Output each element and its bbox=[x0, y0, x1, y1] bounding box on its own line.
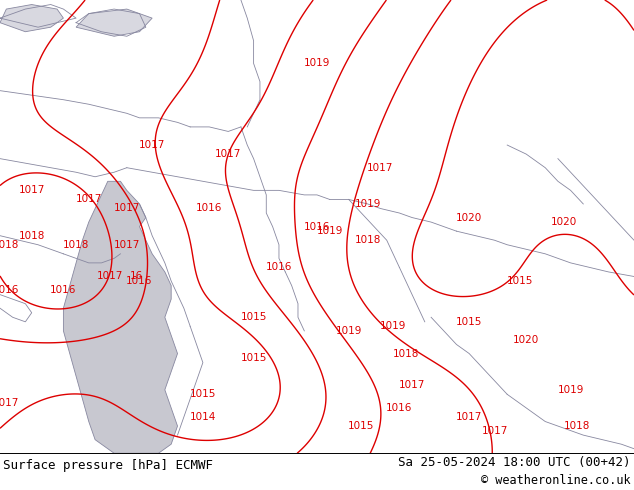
Polygon shape bbox=[0, 4, 63, 32]
Text: 1018: 1018 bbox=[392, 348, 419, 359]
Text: 1018: 1018 bbox=[63, 240, 89, 250]
Text: 1017: 1017 bbox=[215, 149, 242, 159]
Text: 1016: 1016 bbox=[304, 221, 330, 232]
Text: 1019: 1019 bbox=[380, 321, 406, 331]
Text: 1017: 1017 bbox=[139, 140, 165, 150]
Text: Surface pressure [hPa] ECMWF: Surface pressure [hPa] ECMWF bbox=[3, 459, 213, 472]
Text: 1020: 1020 bbox=[456, 213, 482, 222]
Text: © weatheronline.co.uk: © weatheronline.co.uk bbox=[481, 474, 631, 487]
Text: 16: 16 bbox=[130, 271, 143, 281]
Text: 1015: 1015 bbox=[348, 421, 375, 431]
Text: 1016: 1016 bbox=[386, 403, 413, 413]
Text: 1018: 1018 bbox=[354, 235, 381, 245]
Text: 1017: 1017 bbox=[113, 240, 140, 250]
Text: 1015: 1015 bbox=[456, 317, 482, 327]
Polygon shape bbox=[76, 9, 152, 36]
Text: 1017: 1017 bbox=[481, 426, 508, 436]
Text: 1017: 1017 bbox=[399, 380, 425, 390]
Text: 1015: 1015 bbox=[507, 276, 533, 286]
Text: 1017: 1017 bbox=[456, 412, 482, 422]
Text: 1016: 1016 bbox=[126, 276, 153, 286]
Text: 1019: 1019 bbox=[354, 199, 381, 209]
Text: 1017: 1017 bbox=[75, 195, 102, 204]
Text: 1016: 1016 bbox=[196, 203, 223, 214]
Text: 1017: 1017 bbox=[0, 398, 20, 408]
Text: 1019: 1019 bbox=[316, 226, 343, 236]
Text: 1017: 1017 bbox=[113, 203, 140, 214]
Text: 1019: 1019 bbox=[304, 58, 330, 69]
Text: 1016: 1016 bbox=[0, 285, 20, 295]
Text: 1015: 1015 bbox=[240, 312, 267, 322]
Polygon shape bbox=[63, 181, 178, 453]
Text: 1015: 1015 bbox=[240, 353, 267, 363]
Text: 1015: 1015 bbox=[190, 390, 216, 399]
Text: 1019: 1019 bbox=[557, 385, 584, 395]
Text: Sa 25-05-2024 18:00 UTC (00+42): Sa 25-05-2024 18:00 UTC (00+42) bbox=[398, 456, 631, 468]
Text: 1018: 1018 bbox=[0, 240, 20, 250]
Text: 1017: 1017 bbox=[367, 163, 394, 172]
Text: 1017: 1017 bbox=[18, 185, 45, 196]
Text: 1018: 1018 bbox=[18, 231, 45, 241]
Text: 1020: 1020 bbox=[513, 335, 540, 345]
Text: 1020: 1020 bbox=[551, 217, 578, 227]
Text: 1016: 1016 bbox=[266, 263, 292, 272]
Text: 1016: 1016 bbox=[50, 285, 77, 295]
Text: 1014: 1014 bbox=[190, 412, 216, 422]
Text: 1019: 1019 bbox=[335, 326, 362, 336]
Text: 1017: 1017 bbox=[97, 271, 124, 281]
Text: 1018: 1018 bbox=[564, 421, 590, 431]
